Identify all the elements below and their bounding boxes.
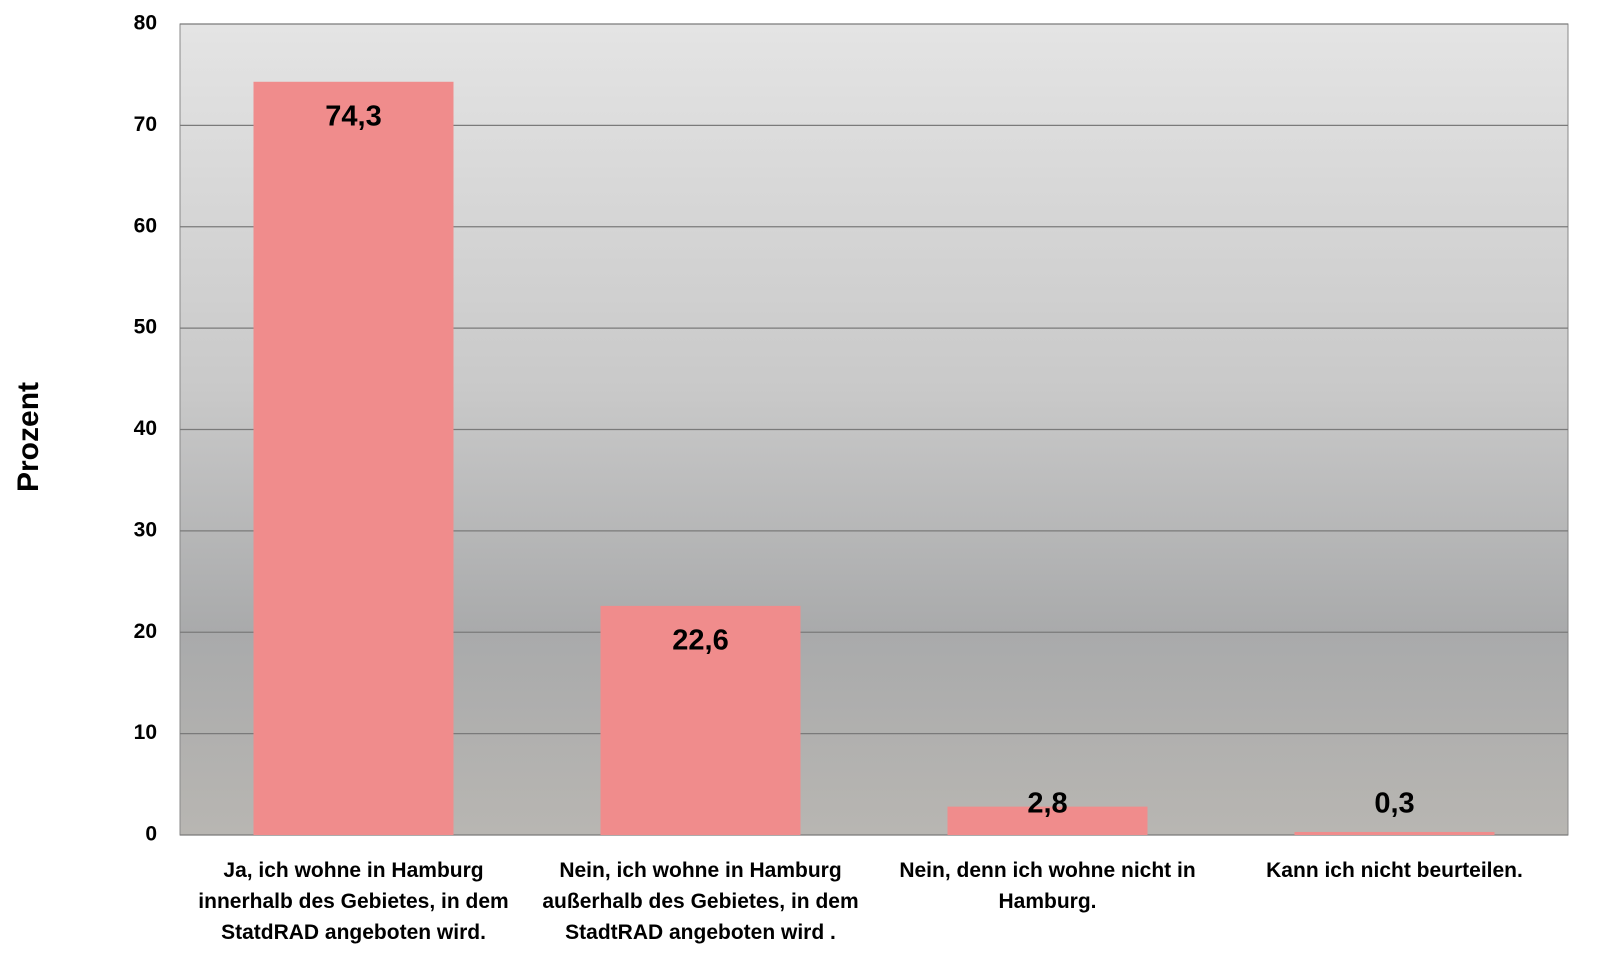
y-axis-title: Prozent (12, 382, 45, 492)
y-tick-label: 50 (134, 316, 157, 339)
y-tick-label: 10 (134, 721, 157, 744)
y-tick-label: 70 (134, 113, 157, 136)
y-tick-label: 40 (134, 417, 157, 440)
page: Prozent 0102030405060708074,322,62,80,3 … (0, 0, 1601, 965)
x-tick-label: Kann ich nicht beurteilen. (1220, 855, 1570, 886)
bar (1295, 832, 1495, 835)
x-tick-label: Ja, ich wohne in Hamburg innerhalb des G… (179, 855, 529, 948)
value-label: 22,6 (672, 625, 728, 657)
x-tick-label: Nein, denn ich wohne nicht in Hamburg. (873, 855, 1223, 917)
bar (254, 82, 454, 835)
y-tick-label: 80 (134, 12, 157, 35)
y-tick-label: 60 (134, 214, 157, 237)
y-tick-label: 20 (134, 620, 157, 643)
chart: Prozent 0 10 20 30 40 50 60 70 80 74,3 22,6 2,8 0,3 (0, 0, 1601, 965)
value-label: 0,3 (1374, 788, 1414, 820)
value-label: 74,3 (325, 100, 381, 132)
y-tick-label: 0 (145, 823, 157, 846)
value-label: 2,8 (1027, 788, 1067, 820)
y-tick-label: 30 (134, 518, 157, 541)
x-tick-label: Nein, ich wohne in Hamburg außerhalb des… (526, 855, 876, 948)
